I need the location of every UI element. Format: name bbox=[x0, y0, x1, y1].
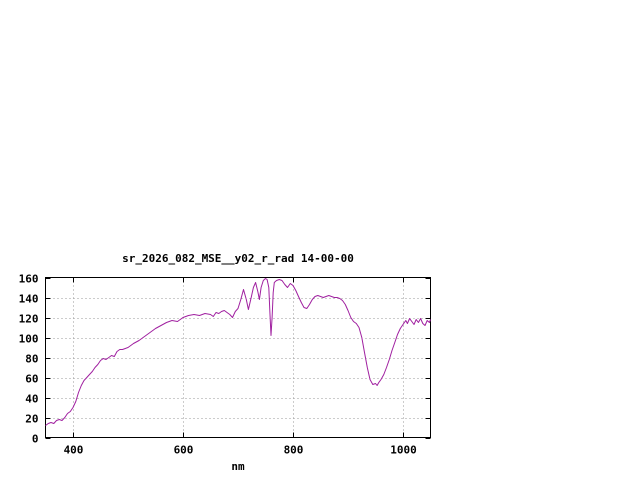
svg-text:20: 20 bbox=[25, 413, 38, 426]
axis-tick-labels: 400 600 800 1000 0 20 40 60 80 100 120 140 160 bbox=[19, 273, 417, 457]
chart-title: sr_2026_082_MSE__y02_r_rad 14-00-00 bbox=[122, 252, 354, 265]
svg-text:0: 0 bbox=[32, 433, 39, 446]
grid-lines bbox=[45, 277, 431, 438]
svg-text:40: 40 bbox=[25, 393, 38, 406]
data-line bbox=[45, 278, 431, 426]
svg-text:160: 160 bbox=[19, 273, 39, 286]
svg-text:80: 80 bbox=[25, 353, 38, 366]
axis-ticks bbox=[45, 277, 431, 439]
svg-text:400: 400 bbox=[64, 444, 84, 457]
svg-text:60: 60 bbox=[25, 373, 38, 386]
plot-border bbox=[45, 277, 431, 438]
svg-text:600: 600 bbox=[174, 444, 194, 457]
x-axis-label: nm bbox=[231, 460, 245, 473]
svg-text:140: 140 bbox=[19, 293, 39, 306]
svg-text:100: 100 bbox=[19, 333, 39, 346]
svg-text:120: 120 bbox=[19, 313, 39, 326]
svg-text:800: 800 bbox=[284, 444, 304, 457]
svg-text:1000: 1000 bbox=[390, 444, 417, 457]
